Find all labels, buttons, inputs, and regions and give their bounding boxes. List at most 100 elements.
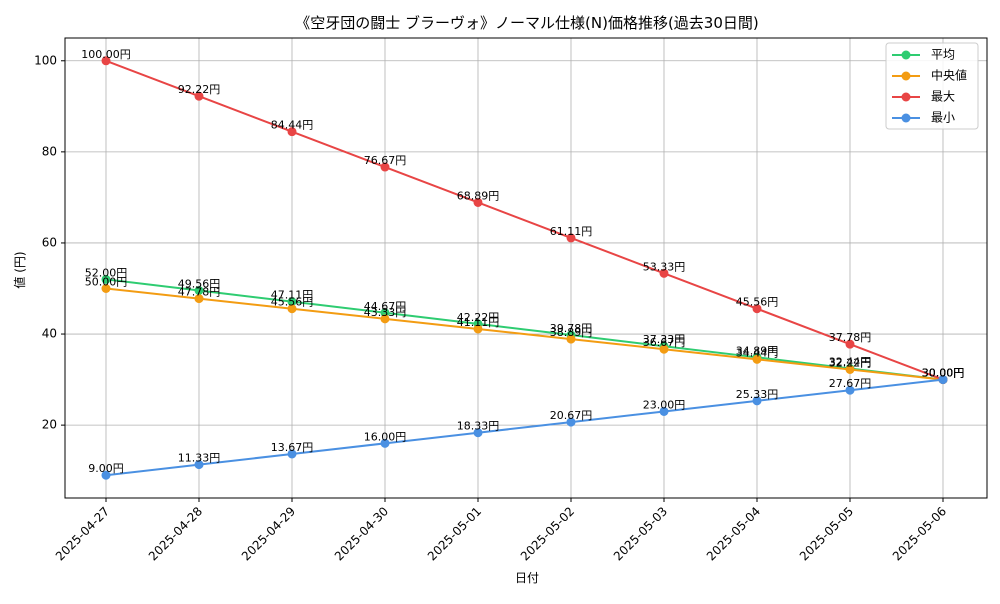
y-tick-label: 80 bbox=[42, 144, 57, 158]
data-point bbox=[659, 268, 669, 278]
chart-title: 《空牙団の闘士 ブラーヴォ》ノーマル仕様(N)価格推移(過去30日間) bbox=[295, 14, 759, 32]
x-tick-label: 2025-04-30 bbox=[332, 504, 391, 563]
legend-entry: 最大 bbox=[931, 90, 955, 104]
series-line bbox=[105, 278, 944, 381]
data-point bbox=[380, 438, 390, 448]
data-label: 44.67円 bbox=[364, 300, 407, 313]
data-label: 20.67円 bbox=[550, 409, 593, 422]
legend-entry: 中央値 bbox=[931, 68, 967, 83]
data-label: 9.00円 bbox=[88, 462, 124, 475]
data-label: 34.89円 bbox=[736, 344, 779, 357]
data-label: 76.67円 bbox=[364, 154, 407, 167]
data-label: 52.00円 bbox=[85, 266, 128, 279]
data-label: 13.67円 bbox=[271, 441, 314, 454]
data-point bbox=[287, 304, 297, 314]
data-labels: 52.00円 49.56円 47.11円 44.67円 42.22円 39.78円 37.3… bbox=[81, 48, 964, 475]
data-label: 30.00円 bbox=[922, 367, 965, 380]
data-label: 11.33円 bbox=[178, 452, 221, 465]
data-point bbox=[473, 428, 483, 438]
data-point bbox=[566, 334, 576, 344]
data-point bbox=[101, 283, 111, 293]
data-label: 37.78円 bbox=[829, 331, 872, 344]
data-point bbox=[194, 460, 204, 470]
data-point bbox=[752, 304, 762, 314]
data-point bbox=[287, 449, 297, 459]
data-label: 68.89円 bbox=[457, 189, 500, 202]
x-tick-label: 2025-05-03 bbox=[611, 504, 670, 563]
data-point bbox=[566, 233, 576, 243]
data-label: 84.44円 bbox=[271, 119, 314, 132]
plot-frame bbox=[64, 37, 988, 499]
data-point bbox=[845, 339, 855, 349]
series-line bbox=[105, 59, 944, 381]
data-point bbox=[659, 344, 669, 354]
x-tick-label: 2025-05-02 bbox=[518, 504, 577, 563]
series-line bbox=[105, 287, 944, 381]
data-label: 37.33円 bbox=[643, 333, 686, 346]
data-point bbox=[101, 274, 111, 284]
data-label: 25.33円 bbox=[736, 388, 779, 401]
data-label: 100.00円 bbox=[81, 48, 131, 61]
data-point bbox=[287, 127, 297, 137]
data-label: 50.00円 bbox=[85, 275, 128, 288]
data-point bbox=[473, 197, 483, 207]
data-label: 53.33円 bbox=[643, 260, 686, 273]
data-point bbox=[194, 91, 204, 101]
x-tick-label: 2025-05-01 bbox=[425, 504, 484, 563]
data-point bbox=[845, 385, 855, 395]
data-point bbox=[194, 294, 204, 304]
axis-ticks: 2025-04-27 2025-04-28 2025-04-29 2025-04-30… bbox=[34, 53, 949, 563]
data-label: 47.78円 bbox=[178, 286, 221, 299]
data-label: 92.22円 bbox=[178, 83, 221, 96]
data-point bbox=[659, 406, 669, 416]
data-point bbox=[380, 162, 390, 172]
legend-entry: 平均 bbox=[931, 48, 955, 62]
data-point bbox=[101, 470, 111, 480]
series-line bbox=[105, 378, 944, 477]
data-point bbox=[938, 375, 948, 385]
data-label: 30.00円 bbox=[922, 367, 965, 380]
data-point bbox=[380, 314, 390, 324]
y-tick-label: 40 bbox=[42, 327, 57, 341]
data-label: 27.67円 bbox=[829, 377, 872, 390]
data-label: 39.78円 bbox=[550, 322, 593, 335]
data-label: 16.00円 bbox=[364, 430, 407, 443]
data-point bbox=[566, 417, 576, 427]
data-label: 30.00円 bbox=[922, 367, 965, 380]
data-label: 36.67円 bbox=[643, 336, 686, 349]
legend-swatch-marker bbox=[901, 50, 911, 60]
data-label: 45.56円 bbox=[736, 296, 779, 309]
legend-entry: 最小 bbox=[931, 111, 955, 125]
series-layer bbox=[101, 56, 948, 480]
x-tick-label: 2025-05-06 bbox=[890, 504, 949, 563]
data-point bbox=[101, 56, 111, 66]
data-label: 34.44円 bbox=[736, 346, 779, 359]
x-tick-label: 2025-04-28 bbox=[146, 504, 205, 563]
data-label: 47.11円 bbox=[271, 289, 314, 302]
data-label: 43.33円 bbox=[364, 306, 407, 319]
data-label: 32.44円 bbox=[829, 355, 872, 368]
data-label: 42.22円 bbox=[457, 311, 500, 324]
data-label: 41.11円 bbox=[457, 316, 500, 329]
x-axis-title: 日付 bbox=[515, 571, 539, 585]
x-tick-label: 2025-05-05 bbox=[797, 504, 856, 563]
x-tick-label: 2025-04-29 bbox=[239, 504, 298, 563]
grid-lines bbox=[65, 38, 987, 498]
data-point bbox=[473, 324, 483, 334]
data-label: 30.00円 bbox=[922, 367, 965, 380]
legend-swatch-marker bbox=[901, 92, 911, 102]
data-label: 49.56円 bbox=[178, 277, 221, 290]
data-label: 32.22円 bbox=[829, 356, 872, 369]
data-label: 18.33円 bbox=[457, 420, 500, 433]
data-label: 23.00円 bbox=[643, 398, 686, 411]
x-tick-label: 2025-05-04 bbox=[704, 504, 763, 563]
data-label: 38.89円 bbox=[550, 326, 593, 339]
legend-box bbox=[885, 42, 979, 130]
data-point bbox=[845, 364, 855, 374]
x-tick-label: 2025-04-27 bbox=[53, 504, 112, 563]
data-point bbox=[194, 285, 204, 295]
data-label: 45.56円 bbox=[271, 296, 314, 309]
